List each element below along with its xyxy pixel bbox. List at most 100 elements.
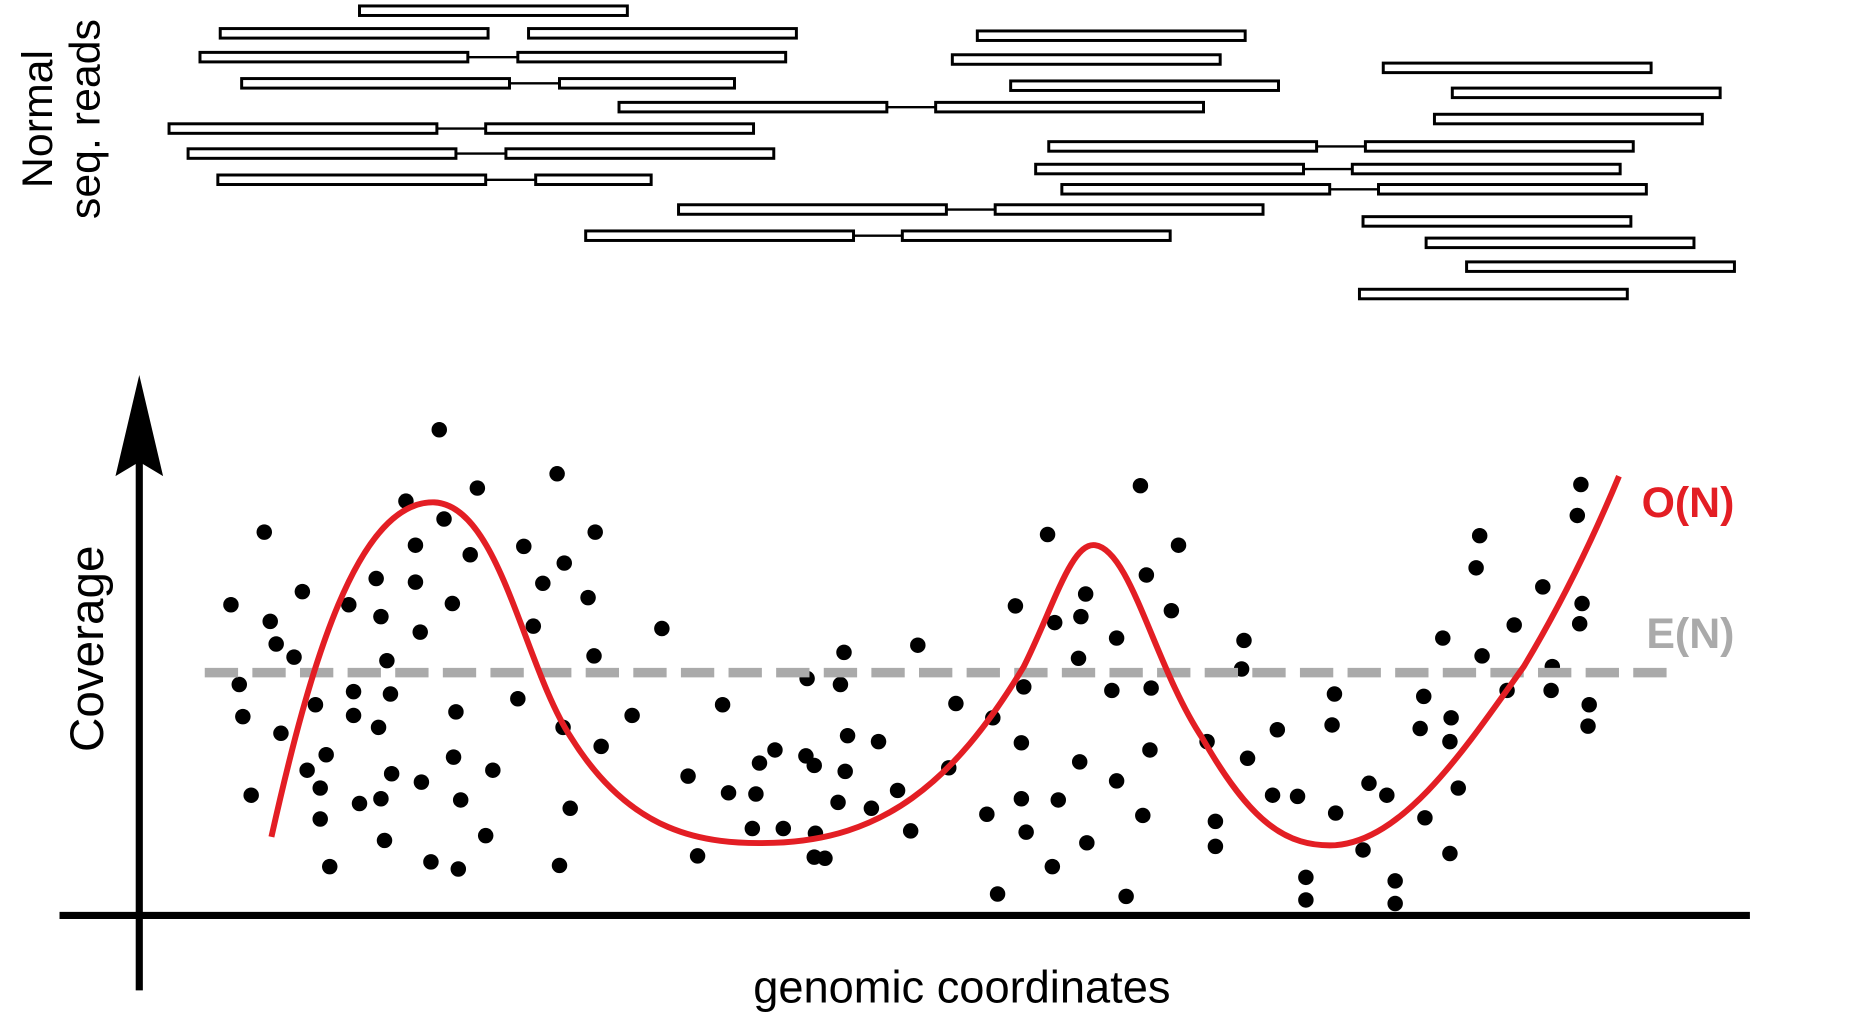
coverage-dot bbox=[445, 749, 462, 765]
coverage-dot bbox=[654, 620, 670, 637]
coverage-dot bbox=[1044, 858, 1061, 875]
coverage-dot bbox=[689, 848, 706, 864]
read bbox=[1060, 183, 1332, 196]
coverage-dot bbox=[294, 583, 311, 600]
read bbox=[950, 53, 1222, 66]
read bbox=[1424, 236, 1696, 250]
coverage-dot bbox=[1581, 696, 1597, 713]
coverage-dot bbox=[1442, 845, 1458, 862]
coverage-dot bbox=[382, 686, 399, 702]
read bbox=[240, 77, 511, 90]
read bbox=[218, 27, 490, 40]
coverage-dot bbox=[341, 596, 357, 613]
coverage-dot bbox=[624, 707, 640, 724]
coverage-dot bbox=[680, 768, 696, 784]
coverage-dot bbox=[223, 596, 239, 613]
coverage-dot bbox=[593, 738, 609, 755]
coverage-dot bbox=[1239, 750, 1256, 767]
coverage-dot bbox=[1071, 754, 1088, 770]
coverage-dot bbox=[448, 704, 464, 720]
coverage-dot bbox=[373, 791, 389, 807]
coverage-dot bbox=[830, 794, 846, 811]
coverage-dot bbox=[1039, 526, 1056, 543]
y-axis-label: Coverage bbox=[61, 546, 114, 752]
coverage-dot bbox=[1379, 787, 1395, 803]
coverage-dot bbox=[1298, 892, 1314, 908]
coverage-dot bbox=[345, 707, 362, 724]
x-axis-label: genomic coordinates bbox=[753, 961, 1170, 1012]
coverage-dot bbox=[767, 742, 783, 758]
coverage-dot bbox=[436, 511, 452, 527]
coverage-dot bbox=[1135, 807, 1151, 824]
coverage-dot bbox=[1170, 537, 1187, 553]
coverage-dot bbox=[910, 637, 926, 653]
coverage-dot bbox=[1387, 873, 1403, 889]
coverage-dot bbox=[1289, 788, 1306, 805]
coverage-dot bbox=[485, 762, 501, 778]
coverage-dot bbox=[1138, 567, 1155, 583]
coverage-dot bbox=[863, 800, 880, 817]
read bbox=[1361, 215, 1633, 228]
coverage-dot bbox=[345, 683, 362, 700]
read bbox=[216, 173, 488, 187]
coverage-dot bbox=[268, 636, 284, 652]
coverage-dot bbox=[312, 811, 328, 827]
read bbox=[584, 229, 856, 242]
coverage-dot bbox=[1474, 648, 1490, 664]
read bbox=[1034, 162, 1305, 176]
read bbox=[617, 100, 889, 114]
coverage-dot bbox=[1207, 813, 1224, 830]
coverage-dot bbox=[452, 792, 469, 808]
coverage-dot bbox=[1163, 602, 1180, 619]
coverage-dot bbox=[1050, 792, 1067, 808]
coverage-dot bbox=[1535, 579, 1551, 595]
read bbox=[677, 203, 948, 216]
coverage-dot bbox=[979, 806, 995, 822]
coverage-dot bbox=[1132, 477, 1149, 494]
coverage-dot bbox=[1573, 476, 1589, 493]
coverage-dot bbox=[469, 480, 486, 496]
coverage-dot bbox=[1415, 688, 1432, 705]
coverage-dot bbox=[1435, 630, 1451, 646]
coverage-dot bbox=[714, 696, 731, 713]
coverage-dot bbox=[1574, 595, 1590, 612]
coverage-dot bbox=[431, 422, 448, 438]
reads-label: Normal bbox=[14, 50, 62, 188]
read bbox=[1009, 79, 1280, 92]
coverage-dot bbox=[262, 613, 278, 630]
coverage-dot bbox=[586, 648, 602, 664]
read bbox=[358, 4, 629, 17]
coverage-dot bbox=[1569, 507, 1586, 524]
coverage-dot bbox=[832, 676, 849, 693]
coverage-dot bbox=[1079, 835, 1095, 851]
coverage-dot bbox=[1580, 718, 1596, 734]
coverage-dot bbox=[1324, 717, 1340, 733]
coverage-dot bbox=[1269, 721, 1286, 738]
read bbox=[1432, 112, 1704, 126]
coverage-dot bbox=[412, 624, 428, 640]
coverage-dot bbox=[889, 782, 906, 799]
coverage-dot bbox=[1443, 710, 1459, 726]
coverage-dot bbox=[556, 555, 572, 571]
coverage-dot bbox=[562, 800, 578, 817]
coverage-dot bbox=[1108, 773, 1125, 789]
coverage-dot bbox=[510, 691, 526, 707]
coverage-dot bbox=[836, 644, 852, 661]
coverage-dot bbox=[243, 787, 259, 803]
coverage-dot bbox=[870, 733, 887, 750]
read bbox=[504, 147, 776, 160]
coverage-dot bbox=[1442, 733, 1458, 750]
coverage-dot bbox=[1070, 650, 1087, 667]
coverage-dot bbox=[407, 574, 424, 590]
coverage-dot bbox=[370, 719, 387, 736]
read bbox=[167, 122, 439, 135]
coverage-dot bbox=[948, 695, 964, 712]
read bbox=[558, 77, 736, 90]
coverage-dot bbox=[751, 755, 768, 771]
reads bbox=[167, 4, 1736, 301]
read bbox=[186, 147, 458, 160]
coverage-dot bbox=[1046, 614, 1063, 631]
coverage-dot bbox=[1471, 527, 1488, 544]
coverage-dot bbox=[744, 820, 761, 837]
